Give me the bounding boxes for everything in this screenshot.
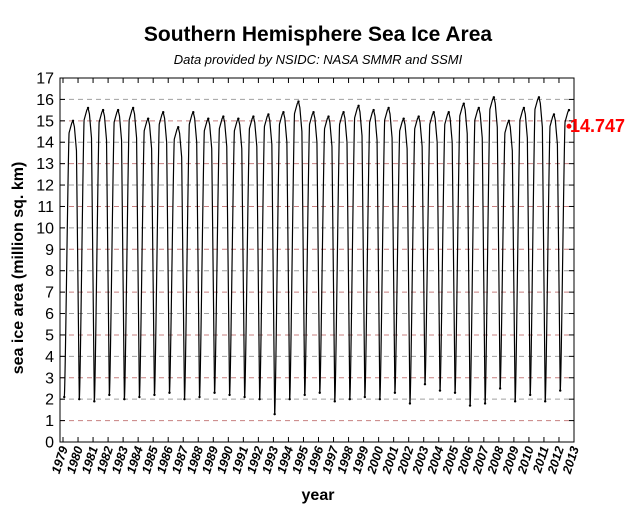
series-segment xyxy=(289,101,299,400)
series-sea-ice-area xyxy=(63,96,571,416)
y-tick-label: 14 xyxy=(36,135,54,152)
series-segment xyxy=(63,120,74,398)
series-segment xyxy=(198,118,209,398)
series-segment xyxy=(349,105,360,400)
series-segment xyxy=(418,116,426,385)
series-segment xyxy=(538,97,546,402)
series-segment xyxy=(553,114,561,391)
y-tick-label: 3 xyxy=(45,370,54,387)
series-segment xyxy=(312,112,321,393)
series-segment xyxy=(334,111,345,402)
series-segment xyxy=(544,114,555,402)
series-segment xyxy=(463,103,471,406)
series-segment xyxy=(454,103,465,394)
series-segment xyxy=(72,120,80,400)
series-segment xyxy=(523,107,531,395)
series-segment xyxy=(424,111,435,385)
series-segment xyxy=(379,107,390,400)
series-segment xyxy=(192,112,201,398)
series-segment xyxy=(252,116,261,400)
series-segment xyxy=(132,107,141,398)
y-tick-label: 17 xyxy=(36,71,54,88)
gridlines xyxy=(60,98,574,422)
latest-value-marker xyxy=(566,123,572,129)
latest-value-label: 14.747 xyxy=(570,116,625,136)
y-tick-label: 4 xyxy=(45,349,54,366)
series-segment xyxy=(433,112,441,391)
series-segment xyxy=(274,111,284,415)
series-segment xyxy=(508,120,516,402)
plot-frame xyxy=(59,77,575,443)
series-segment xyxy=(87,107,95,402)
series-segment xyxy=(409,116,420,405)
y-tick-label: 11 xyxy=(37,199,54,216)
series-segment xyxy=(327,116,336,402)
series-segment xyxy=(297,101,306,395)
y-tick-label: 8 xyxy=(45,263,54,280)
series-segment xyxy=(529,96,540,396)
series-segment xyxy=(244,116,254,398)
series-segment xyxy=(282,112,291,400)
series-segment xyxy=(168,126,179,394)
latest-value-annotation: 14.747 xyxy=(566,116,625,136)
series-segment xyxy=(222,116,231,395)
series-segment xyxy=(117,109,125,400)
y-tick-label: 16 xyxy=(36,92,54,109)
series-segment xyxy=(108,109,119,396)
series-segment xyxy=(177,127,186,400)
series-segment xyxy=(319,116,330,394)
series-segment xyxy=(373,109,381,400)
series-segment xyxy=(207,118,216,393)
series-segment xyxy=(394,118,405,394)
series-segment xyxy=(213,116,224,394)
series-segment xyxy=(259,114,269,400)
series-segment xyxy=(304,111,315,396)
series-segment xyxy=(237,118,246,398)
series-segment xyxy=(162,112,171,393)
series-segment xyxy=(153,111,164,396)
series-segment xyxy=(267,114,276,415)
series-segment xyxy=(93,109,104,402)
series-segment xyxy=(403,118,411,404)
y-tick-label: 15 xyxy=(36,113,54,130)
series-segment xyxy=(388,107,396,393)
series-segment xyxy=(469,107,480,407)
y-tick-label: 5 xyxy=(45,327,54,344)
series-segment xyxy=(484,96,495,405)
series-segment xyxy=(559,109,570,392)
series-segment xyxy=(514,107,525,402)
series-segment xyxy=(342,112,351,400)
series-segment xyxy=(499,120,510,390)
x-axis-label: year xyxy=(302,487,335,504)
series-segment xyxy=(364,109,375,398)
series-segment xyxy=(147,118,156,395)
y-tick-label: 13 xyxy=(36,156,54,173)
y-tick-label: 1 xyxy=(45,413,54,430)
y-tick-label: 9 xyxy=(45,242,54,259)
series-segment xyxy=(138,118,149,398)
y-tick-label: 12 xyxy=(36,178,54,195)
x-axis: 1979198019811982198319841985198619871988… xyxy=(49,78,582,476)
y-tick-label: 0 xyxy=(45,435,54,452)
y-tick-label: 10 xyxy=(36,220,54,237)
series-segment xyxy=(78,107,89,400)
series-segment xyxy=(493,97,501,389)
chart-subtitle: Data provided by NSIDC: NASA SMMR and SS… xyxy=(174,52,463,67)
series-segment xyxy=(357,105,366,398)
chart-title: Southern Hemisphere Sea Ice Area xyxy=(144,23,493,46)
series-segment xyxy=(228,118,239,396)
series-segment xyxy=(448,112,456,393)
series-segment xyxy=(478,107,486,404)
y-axis-label: sea ice area (million sq. km) xyxy=(10,162,27,375)
series-segment xyxy=(102,109,110,395)
y-tick-label: 6 xyxy=(45,306,54,323)
series-segment xyxy=(439,111,450,392)
y-tick-label: 2 xyxy=(45,392,54,409)
y-tick-label: 7 xyxy=(45,285,54,302)
series-segment xyxy=(183,111,194,400)
series-segment xyxy=(123,107,134,400)
